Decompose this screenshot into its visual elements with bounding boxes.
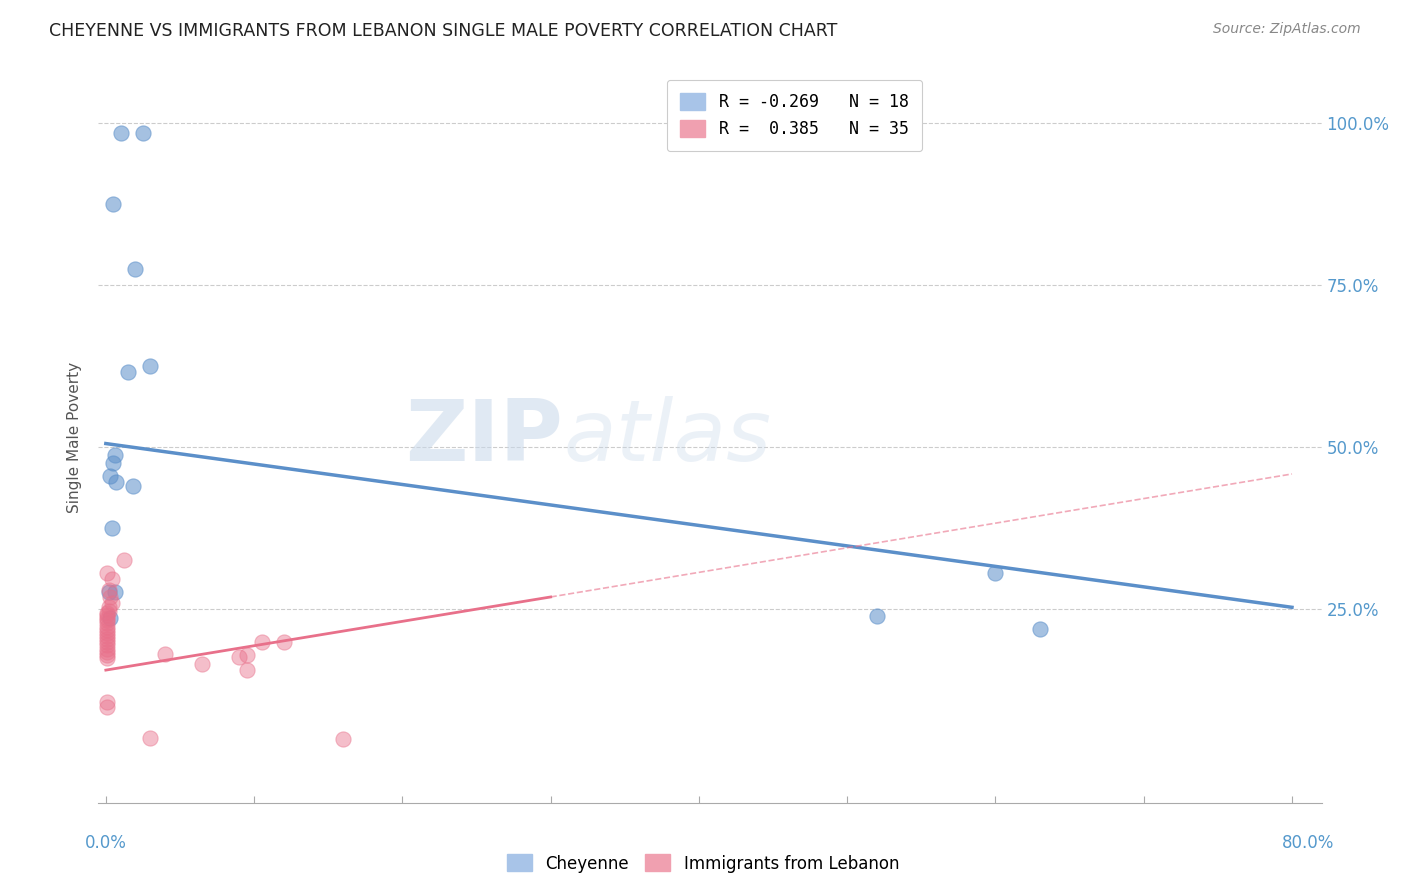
Legend: R = -0.269   N = 18, R =  0.385   N = 35: R = -0.269 N = 18, R = 0.385 N = 35 (666, 79, 922, 151)
Point (96, 632, 118, 646)
Point (96, 648, 118, 663)
Y-axis label: Single Male Poverty: Single Male Poverty (67, 361, 83, 513)
Point (866, 609, 889, 624)
Point (98, 611, 121, 625)
Point (139, 731, 162, 745)
Point (96, 610, 118, 624)
Point (273, 635, 295, 649)
Point (96, 613, 118, 627)
Legend: Cheyenne, Immigrants from Lebanon: Cheyenne, Immigrants from Lebanon (501, 847, 905, 880)
Point (98, 469, 121, 483)
Point (97, 600, 120, 615)
Point (235, 648, 257, 663)
Point (96, 696, 118, 710)
Point (96, 566, 118, 580)
Point (96, 620, 118, 634)
Text: 0.0%: 0.0% (84, 834, 127, 852)
Point (139, 359, 162, 373)
Text: Source: ZipAtlas.com: Source: ZipAtlas.com (1213, 22, 1361, 37)
Text: ZIP: ZIP (405, 395, 564, 479)
Point (98, 590, 121, 604)
Point (191, 657, 214, 671)
Point (96, 608, 118, 623)
Point (96, 638, 118, 652)
Point (96, 625, 118, 640)
Point (100, 596, 122, 610)
Point (97, 583, 120, 598)
Point (103, 197, 125, 211)
Point (96, 700, 118, 714)
Point (1029, 623, 1052, 637)
Point (96, 629, 118, 643)
Text: CHEYENNE VS IMMIGRANTS FROM LEBANON SINGLE MALE POVERTY CORRELATION CHART: CHEYENNE VS IMMIGRANTS FROM LEBANON SING… (49, 22, 838, 40)
Point (96, 645, 118, 659)
Point (121, 478, 143, 492)
Point (96, 635, 118, 649)
Point (235, 663, 257, 677)
Point (103, 456, 125, 470)
Point (97, 585, 120, 599)
Point (96, 606, 118, 620)
Point (332, 732, 354, 747)
Point (132, 126, 155, 140)
Point (97, 604, 120, 618)
Point (104, 448, 127, 462)
Point (96, 615, 118, 630)
Point (124, 261, 146, 276)
Point (96, 641, 118, 656)
Point (110, 126, 132, 140)
Point (100, 521, 122, 535)
Point (100, 573, 122, 587)
Point (117, 365, 139, 379)
Point (105, 475, 128, 490)
Point (112, 553, 135, 567)
Text: atlas: atlas (564, 395, 772, 479)
Point (104, 585, 127, 599)
Point (96, 651, 118, 665)
Point (250, 635, 273, 649)
Point (984, 566, 1007, 580)
Point (228, 650, 250, 665)
Point (153, 647, 176, 661)
Text: 80.0%: 80.0% (1281, 834, 1334, 852)
Point (96, 623, 118, 637)
